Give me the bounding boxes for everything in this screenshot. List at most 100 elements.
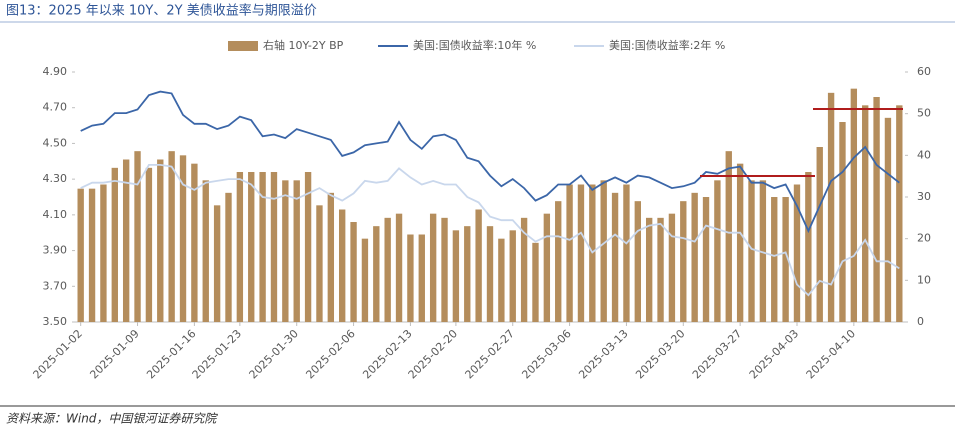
y2-tick-label: 40 xyxy=(917,148,931,161)
legend-swatch xyxy=(228,41,258,51)
bar xyxy=(225,192,232,322)
bar xyxy=(839,122,846,322)
bar xyxy=(736,163,744,322)
bar xyxy=(691,192,698,322)
line xyxy=(80,164,900,297)
y-tick-label: 4.30 xyxy=(43,172,68,185)
bar xyxy=(316,205,323,322)
bar xyxy=(555,201,562,322)
chart-title: 图13：2025 年以来 10Y、2Y 美债收益率与期限溢价 xyxy=(6,3,317,19)
bar xyxy=(566,184,573,322)
bar xyxy=(77,188,84,322)
bar xyxy=(884,117,892,322)
bar xyxy=(145,167,153,322)
bar xyxy=(623,184,630,322)
bar xyxy=(248,172,255,322)
bar xyxy=(282,180,289,322)
bar xyxy=(361,238,369,322)
bar xyxy=(600,180,607,322)
y2-tick-label: 30 xyxy=(917,190,931,203)
bar xyxy=(384,217,391,322)
bar xyxy=(304,172,312,322)
bar xyxy=(805,172,812,322)
bar xyxy=(213,205,221,322)
x-tick-label: 2025-03-27 xyxy=(690,327,744,381)
bar xyxy=(407,234,414,322)
x-tick-label: 2025-04-10 xyxy=(804,327,858,381)
x-tick-label: 2025-04-03 xyxy=(747,327,801,381)
x-tick-label: 2025-02-27 xyxy=(463,327,517,381)
y2-tick-label: 10 xyxy=(917,273,931,286)
y-tick-label: 4.90 xyxy=(43,65,68,78)
bar xyxy=(611,192,619,322)
y2-tick-label: 20 xyxy=(917,232,931,245)
bar xyxy=(645,217,653,322)
bar xyxy=(475,209,482,322)
y2-tick-label: 50 xyxy=(917,107,931,120)
bar xyxy=(896,105,903,322)
bar xyxy=(191,163,198,322)
bar xyxy=(520,217,528,322)
x-tick-label: 2025-02-06 xyxy=(303,327,357,381)
line xyxy=(80,90,900,234)
bar xyxy=(327,192,335,322)
bar xyxy=(725,151,732,322)
legend-label: 右轴 10Y-2Y BP xyxy=(263,38,344,52)
bar xyxy=(668,213,676,322)
bar xyxy=(157,159,164,322)
bar xyxy=(339,209,346,322)
bar xyxy=(395,213,403,322)
source: 资料来源：Wind，中国银河证券研究院 xyxy=(6,412,218,426)
bar xyxy=(111,167,118,322)
bar xyxy=(498,238,505,322)
x-tick-label: 2025-01-30 xyxy=(247,327,301,381)
bar xyxy=(452,230,460,322)
x-tick-label: 2025-03-13 xyxy=(576,327,630,381)
bar xyxy=(634,201,641,322)
x-tick-label: 2025-03-06 xyxy=(519,327,573,381)
bar xyxy=(486,226,494,322)
x-tick-label: 2025-01-23 xyxy=(190,327,244,381)
y-tick-label: 3.70 xyxy=(43,279,68,292)
bar xyxy=(293,180,300,322)
bar xyxy=(441,217,448,322)
bar xyxy=(418,234,425,322)
bar xyxy=(543,213,551,322)
y-tick-label: 3.90 xyxy=(43,244,68,257)
bar xyxy=(532,242,539,322)
y-tick-label: 3.50 xyxy=(43,315,68,328)
bar xyxy=(270,172,278,322)
bar xyxy=(577,184,585,322)
bar xyxy=(179,155,187,322)
bar xyxy=(782,197,789,322)
bar xyxy=(134,151,141,322)
y2-tick-label: 0 xyxy=(917,315,924,328)
bar xyxy=(373,226,380,322)
x-tick-label: 2025-01-02 xyxy=(31,327,85,381)
x-tick-label: 2025-01-09 xyxy=(87,327,141,381)
bar xyxy=(429,213,437,322)
bar xyxy=(236,172,244,322)
bar xyxy=(714,180,721,322)
bar xyxy=(259,172,266,322)
bar xyxy=(168,151,175,322)
bar xyxy=(850,88,858,323)
y2-tick-label: 60 xyxy=(917,65,931,78)
bar xyxy=(509,230,516,322)
bar xyxy=(657,217,664,322)
bar xyxy=(816,147,823,322)
bar xyxy=(827,92,835,322)
legend-label: 美国:国债收益率:2年 % xyxy=(609,38,725,52)
bar xyxy=(862,105,869,322)
bar xyxy=(759,180,767,322)
bar xyxy=(202,180,209,322)
plot: 3.50 3.70 3.90 4.10 4.30 4.50 4.70 4.90 0 10 20 30 4… xyxy=(31,38,931,381)
y-tick-label: 4.10 xyxy=(43,208,68,221)
x-tick-label: 2025-03-20 xyxy=(633,327,687,381)
legend-label: 美国:国债收益率:10年 % xyxy=(413,38,536,52)
y-tick-label: 4.70 xyxy=(43,101,68,114)
y-tick-label: 4.50 xyxy=(43,136,68,149)
bar xyxy=(88,188,96,322)
bar xyxy=(771,197,778,322)
